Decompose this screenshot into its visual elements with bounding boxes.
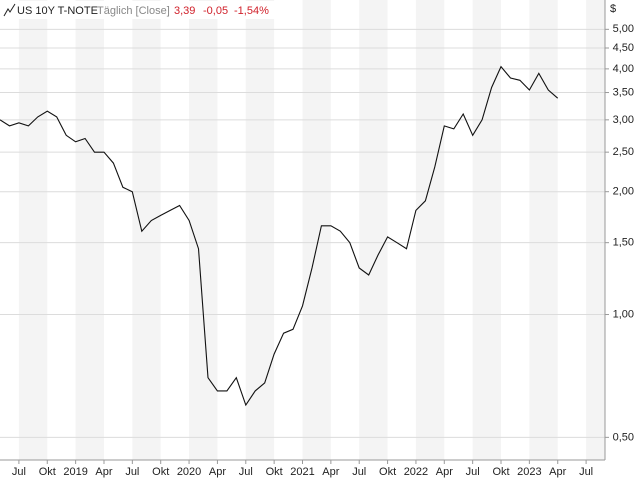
x-tick-label: Jul (239, 466, 253, 478)
x-tick-label: Okt (39, 466, 56, 478)
header: US 10Y T-NOTE Täglich [Close] 3,39 -0,05… (0, 1, 280, 19)
y-tick-label: 2,50 (613, 146, 634, 158)
x-tick-label: Jul (352, 466, 366, 478)
x-tick-label: Okt (152, 466, 169, 478)
x-tick-label: 2019 (63, 466, 87, 478)
y-tick-label: 0,50 (613, 431, 634, 443)
x-band (189, 0, 218, 460)
x-tick-label: 2020 (177, 466, 201, 478)
mode: Täglich [Close] (97, 5, 170, 17)
instrument: US 10Y T-NOTE (17, 5, 98, 17)
x-band (75, 0, 104, 460)
x-band (359, 0, 388, 460)
y-tick-label: 4,00 (613, 63, 634, 75)
x-tick-label: Okt (379, 466, 396, 478)
change: -0,05 (203, 5, 228, 17)
last: 3,39 (174, 5, 195, 17)
x-band (529, 0, 558, 460)
line-icon (3, 3, 16, 17)
x-tick-label: Apr (95, 466, 112, 478)
y-tick-label: 3,50 (613, 86, 634, 98)
change-pct: -1,54% (234, 5, 269, 17)
price-line (0, 65, 559, 407)
currency: $ (610, 3, 616, 15)
x-tick-label: Jul (466, 466, 480, 478)
x-tick-label: 2023 (517, 466, 541, 478)
x-tick-label: Jul (579, 466, 593, 478)
x-band (586, 0, 605, 460)
y-tick-label: 1,50 (613, 237, 634, 249)
y-tick-label: 2,00 (613, 186, 634, 198)
x-band (132, 0, 161, 460)
y-tick-label: 5,00 (613, 23, 634, 35)
y-tick-label: 3,00 (613, 114, 634, 126)
y-tick-label: 1,00 (613, 308, 634, 320)
x-tick-label: Jul (125, 466, 139, 478)
x-tick-label: Apr (436, 466, 453, 478)
x-tick-label: 2021 (290, 466, 314, 478)
x-band (302, 0, 331, 460)
x-tick-label: Apr (322, 466, 339, 478)
x-tick-label: Okt (266, 466, 283, 478)
x-band (18, 0, 48, 460)
x-tick-label: 2022 (404, 466, 428, 478)
y-tick-label: 4,50 (613, 42, 634, 54)
header-bg (0, 1, 280, 19)
x-tick-label: Jul (12, 466, 26, 478)
x-band (415, 0, 445, 460)
x-tick-label: Apr (209, 466, 226, 478)
x-tick-label: Okt (492, 466, 509, 478)
x-tick-label: Apr (549, 466, 566, 478)
x-band (245, 0, 275, 460)
